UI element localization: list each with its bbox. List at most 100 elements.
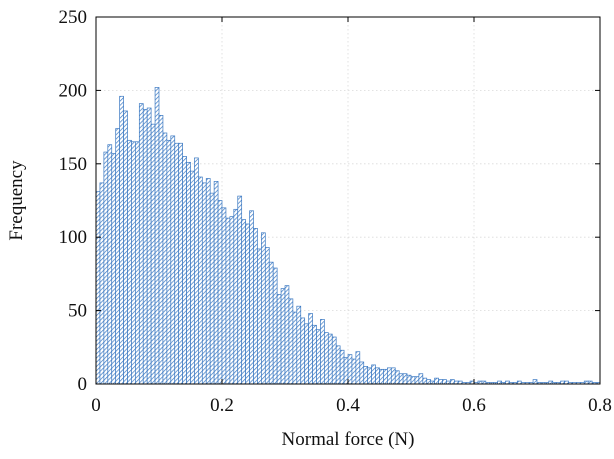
histogram-bar [394,370,400,385]
histogram-bar [438,379,443,385]
x-tick-label: 0.4 [336,395,360,416]
histogram-bar [138,103,144,385]
histogram-bar [103,151,109,385]
histogram-bar [367,367,372,385]
histogram-bar [426,379,432,385]
x-axis-title: Normal force (N) [282,429,415,450]
histogram-bar [300,317,306,385]
histogram-bar [241,219,246,385]
histogram-bar [119,95,124,385]
histogram-bar [532,379,538,385]
histogram-bar [414,376,420,385]
histogram-bar [292,311,298,385]
histogram-bar [154,87,160,385]
histogram-bar [198,176,203,385]
histogram-bar [158,115,164,385]
histogram-bar [237,195,243,385]
histogram-bar [296,305,302,385]
histogram-bar [327,333,333,385]
x-tick-label: 0.6 [462,395,486,416]
histogram-bar [347,354,353,385]
histogram-bar [186,161,191,385]
histogram-bar [422,377,428,385]
histogram-bar [331,336,337,385]
y-tick-label: 50 [68,301,87,322]
histogram-bar [304,323,309,385]
y-tick-label: 150 [59,154,88,175]
histogram-bar [359,361,365,385]
histogram-bar [383,368,388,385]
histogram-bar [379,368,384,385]
histogram-bar [308,313,313,385]
histogram-bar [146,107,152,385]
histogram-bar [131,141,136,385]
histogram-bar [190,170,195,385]
histogram-bar [150,123,156,385]
histogram-bar [387,367,392,385]
histogram-bar [99,182,105,385]
histogram-bar [174,142,180,385]
histogram-bar [209,192,215,385]
histogram-bar [182,156,187,385]
histogram-bar [257,248,262,385]
histogram-bar [276,294,282,385]
x-tick-labels: 0 0.2 0.4 0.6 0.8 [91,395,612,416]
histogram-bar [450,379,455,385]
histogram-bar [135,141,140,385]
histogram-bar [233,208,239,385]
histogram-bar [268,261,274,385]
histogram-bar [312,324,317,385]
histogram-bar [324,332,329,385]
histogram-bar [375,367,380,385]
y-tick-labels: 0 50 100 150 200 250 [59,7,88,395]
x-tick-label: 0.2 [210,395,234,416]
y-tick-label: 250 [59,7,88,28]
histogram-bar [272,267,278,385]
histogram-bar [217,200,223,385]
y-tick-label: 200 [59,80,88,101]
histogram-bar [166,139,172,385]
histogram-bar [225,217,231,385]
histogram-bar [162,132,168,385]
histogram-bar [418,373,424,385]
histogram-bar [371,364,376,385]
histogram-bar [335,345,341,385]
histogram-bar [351,358,357,385]
histogram-bar [398,373,404,385]
histogram-bar [201,182,207,385]
histogram-bar [127,139,132,385]
histogram-bar [249,210,254,385]
histogram-bar [213,181,219,385]
histogram-bar [355,351,361,385]
histogram-bar [229,216,235,385]
histogram-bar [95,191,101,385]
histogram-bar [343,357,349,385]
histogram-bar [205,178,211,385]
histogram-bar [434,377,439,385]
axis-ticks [95,16,601,385]
histogram-bar [442,379,447,385]
histogram-bars [95,87,601,385]
histogram-bar [284,285,290,385]
histogram-bar [253,228,258,385]
histogram-bar [221,207,227,385]
x-tick-label: 0 [91,395,101,416]
histogram-bar [320,319,325,385]
histogram-bar [316,329,321,385]
histogram-bar [142,109,148,385]
y-axis-title: Frequency [6,160,27,241]
x-tick-label: 0.8 [588,395,612,416]
histogram-bar [107,144,113,385]
histogram-bar [178,142,183,385]
histogram-bar [280,288,286,385]
histogram-bar [402,373,408,385]
histogram-bar [390,367,396,385]
histogram-bar [111,153,117,385]
histogram-bar [339,349,345,385]
histogram-bar [410,376,416,385]
histogram-bar [123,110,128,385]
histogram-bar [406,374,412,385]
histogram-bar [245,223,250,385]
histogram-bar [363,366,369,385]
